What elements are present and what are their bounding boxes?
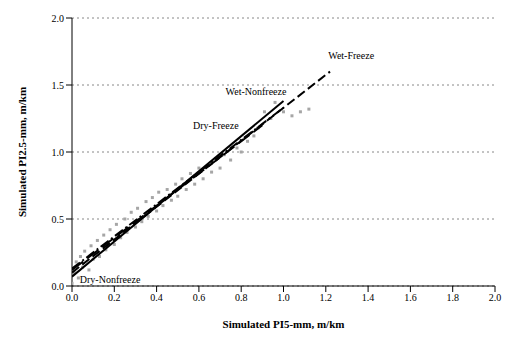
svg-text:0.6: 0.6 (193, 292, 206, 303)
svg-text:1.8: 1.8 (446, 292, 459, 303)
svg-text:Simulated PI2.5-mm, m/km: Simulated PI2.5-mm, m/km (16, 87, 28, 217)
svg-text:1.0: 1.0 (277, 292, 290, 303)
svg-text:1.6: 1.6 (404, 292, 417, 303)
svg-text:2.0: 2.0 (489, 292, 502, 303)
svg-text:0.5: 0.5 (52, 214, 65, 225)
svg-text:2.0: 2.0 (52, 13, 65, 24)
svg-text:0.4: 0.4 (150, 292, 163, 303)
svg-text:1.0: 1.0 (52, 147, 65, 158)
svg-text:0.8: 0.8 (235, 292, 248, 303)
svg-text:Dry-Nonfreeze: Dry-Nonfreeze (80, 274, 141, 285)
svg-text:Wet-Nonfreeze: Wet-Nonfreeze (226, 86, 287, 97)
svg-text:Wet-Freeze: Wet-Freeze (328, 50, 374, 61)
svg-text:0.0: 0.0 (52, 281, 65, 292)
svg-text:Simulated PI5-mm, m/km: Simulated PI5-mm, m/km (223, 318, 345, 330)
svg-text:Dry-Freeze: Dry-Freeze (193, 120, 239, 131)
svg-text:0.0: 0.0 (66, 292, 79, 303)
svg-text:1.4: 1.4 (362, 292, 375, 303)
svg-text:0.2: 0.2 (108, 292, 121, 303)
svg-text:1.5: 1.5 (52, 80, 65, 91)
svg-text:1.2: 1.2 (320, 292, 333, 303)
